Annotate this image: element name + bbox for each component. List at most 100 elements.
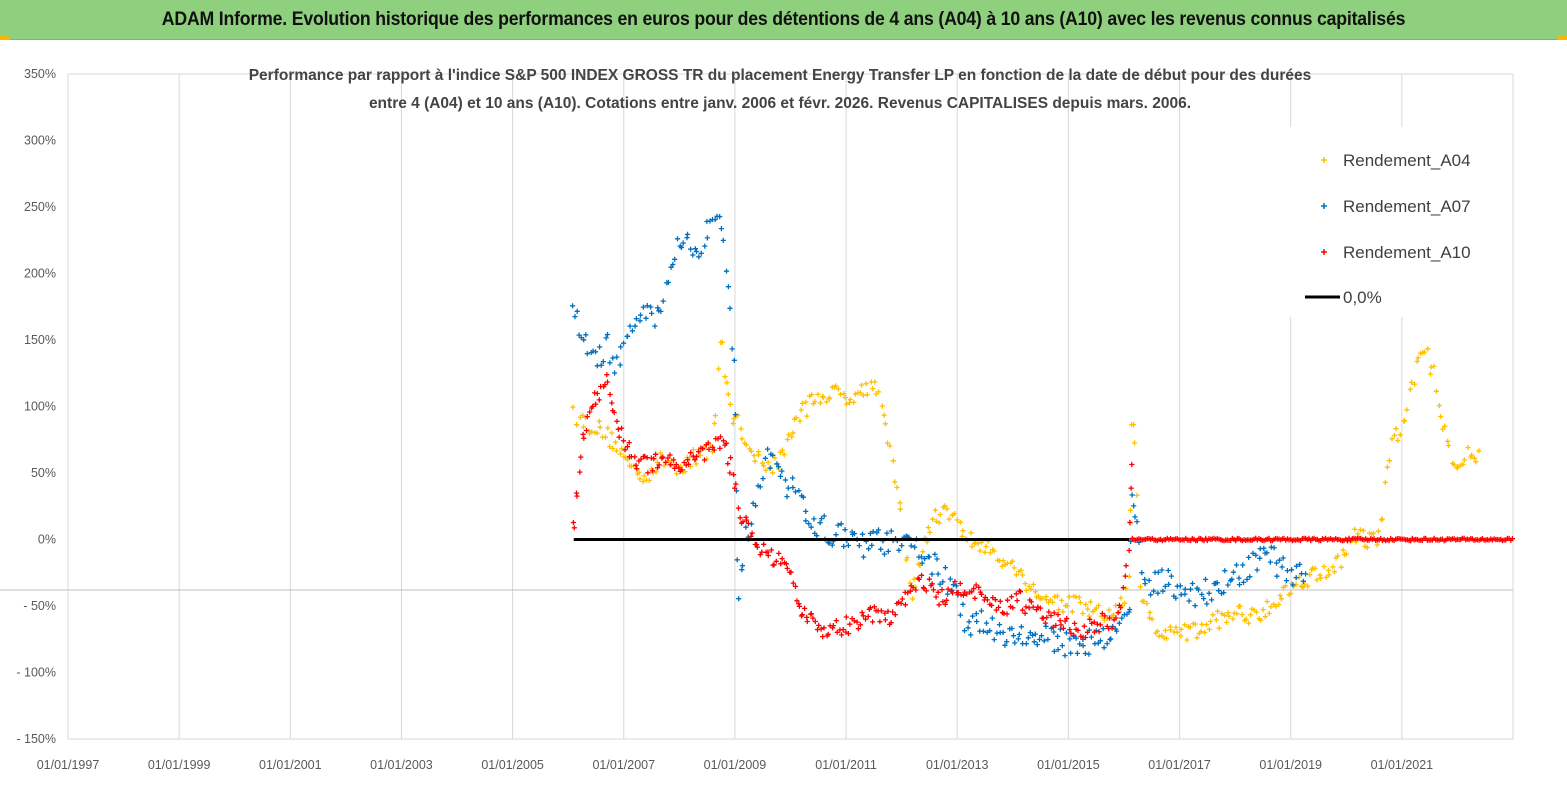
point-rendement-a07 <box>1293 575 1299 581</box>
point-rendement-a07 <box>912 544 918 550</box>
point-rendement-a04 <box>619 446 625 452</box>
point-rendement-a04 <box>1066 594 1072 600</box>
point-rendement-a07 <box>792 489 799 495</box>
point-rendement-a07 <box>688 246 694 252</box>
point-rendement-a07 <box>944 591 951 597</box>
point-rendement-a07 <box>856 543 862 549</box>
point-rendement-a10 <box>926 576 932 582</box>
point-rendement-a10 <box>839 632 845 638</box>
legend-label: Rendement_A10 <box>1343 243 1471 262</box>
point-rendement-a04 <box>1234 611 1240 617</box>
point-rendement-a07 <box>1086 651 1092 657</box>
point-rendement-a07 <box>978 608 984 614</box>
point-rendement-a10 <box>692 457 698 463</box>
point-rendement-a04 <box>1026 583 1032 589</box>
point-rendement-a04 <box>657 450 663 456</box>
point-rendement-a04 <box>897 506 903 512</box>
point-rendement-a10 <box>653 451 659 457</box>
point-rendement-a04 <box>1326 572 1332 578</box>
point-rendement-a10 <box>609 400 615 406</box>
point-rendement-a07 <box>658 308 664 314</box>
point-rendement-a04 <box>617 451 623 457</box>
point-rendement-a04 <box>625 456 631 463</box>
x-tick-label: 01/01/2009 <box>704 758 767 772</box>
point-rendement-a04 <box>1093 605 1099 611</box>
point-rendement-a04 <box>640 478 646 485</box>
point-rendement-a04 <box>756 452 762 458</box>
point-rendement-a04 <box>1325 567 1332 573</box>
point-rendement-a07 <box>1264 550 1270 556</box>
point-rendement-a10 <box>833 618 839 624</box>
point-rendement-a10 <box>1118 605 1124 611</box>
point-rendement-a07 <box>922 556 928 562</box>
point-rendement-a04 <box>1335 553 1341 559</box>
point-rendement-a04 <box>1202 629 1208 636</box>
point-rendement-a10 <box>706 446 712 452</box>
point-rendement-a04 <box>1035 593 1042 599</box>
point-rendement-a04 <box>1141 598 1147 604</box>
point-rendement-a04 <box>1370 530 1377 536</box>
point-rendement-a10 <box>1010 605 1016 611</box>
point-rendement-a04 <box>748 448 754 454</box>
point-rendement-a04 <box>724 380 730 386</box>
point-rendement-a10 <box>705 440 711 446</box>
point-rendement-a10 <box>788 569 794 575</box>
point-rendement-a04 <box>1465 444 1471 451</box>
point-rendement-a10 <box>701 457 708 463</box>
point-rendement-a04 <box>1178 633 1184 639</box>
point-rendement-a10 <box>945 586 951 592</box>
point-rendement-a07 <box>604 331 611 338</box>
point-rendement-a07 <box>617 362 623 368</box>
point-rendement-a07 <box>779 468 785 474</box>
point-rendement-a10 <box>916 576 922 582</box>
point-rendement-a10 <box>1115 610 1121 616</box>
point-rendement-a07 <box>1151 588 1157 594</box>
point-rendement-a10 <box>656 462 662 468</box>
point-rendement-a07 <box>1173 595 1179 601</box>
point-rendement-a04 <box>661 463 667 469</box>
point-rendement-a04 <box>1123 586 1129 592</box>
point-rendement-a04 <box>881 412 887 418</box>
point-rendement-a04 <box>1069 609 1075 615</box>
point-rendement-a10 <box>796 603 802 609</box>
point-rendement-a10 <box>651 456 657 462</box>
point-rendement-a07 <box>1289 567 1295 573</box>
point-rendement-a04 <box>1404 407 1410 413</box>
point-rendement-a07 <box>950 582 956 588</box>
point-rendement-a04 <box>1246 620 1252 626</box>
point-rendement-a07 <box>953 583 959 589</box>
point-rendement-a07 <box>818 516 825 522</box>
point-rendement-a10 <box>799 612 805 618</box>
x-tick-label: 01/01/1999 <box>148 758 211 772</box>
point-rendement-a10 <box>952 578 958 585</box>
point-rendement-a10 <box>731 472 737 478</box>
point-rendement-a07 <box>899 543 905 549</box>
point-rendement-a07 <box>1182 586 1188 592</box>
point-rendement-a04 <box>1421 349 1428 355</box>
point-rendement-a04 <box>820 393 826 400</box>
point-rendement-a10 <box>840 626 846 633</box>
point-rendement-a04 <box>793 415 799 421</box>
point-rendement-a07 <box>643 315 649 321</box>
point-rendement-a04 <box>1288 590 1294 597</box>
corner-mark-left <box>0 36 10 40</box>
point-rendement-a10 <box>1120 585 1126 591</box>
point-rendement-a10 <box>765 552 771 559</box>
point-rendement-a10 <box>776 550 782 556</box>
point-rendement-a07 <box>1055 633 1061 639</box>
point-rendement-a04 <box>1213 617 1219 623</box>
point-rendement-a04 <box>1206 626 1212 632</box>
point-rendement-a04 <box>719 339 725 345</box>
point-rendement-a07 <box>692 246 698 252</box>
point-rendement-a10 <box>696 449 702 455</box>
point-rendement-a10 <box>574 493 580 499</box>
point-rendement-a10 <box>671 457 677 463</box>
point-rendement-a04 <box>925 524 931 531</box>
point-rendement-a10 <box>587 409 593 415</box>
point-rendement-a04 <box>799 400 805 406</box>
point-rendement-a10 <box>1122 573 1128 579</box>
point-rendement-a07 <box>1108 636 1114 642</box>
point-rendement-a07 <box>1015 636 1021 642</box>
point-rendement-a07 <box>1119 615 1125 621</box>
point-rendement-a04 <box>910 596 916 602</box>
